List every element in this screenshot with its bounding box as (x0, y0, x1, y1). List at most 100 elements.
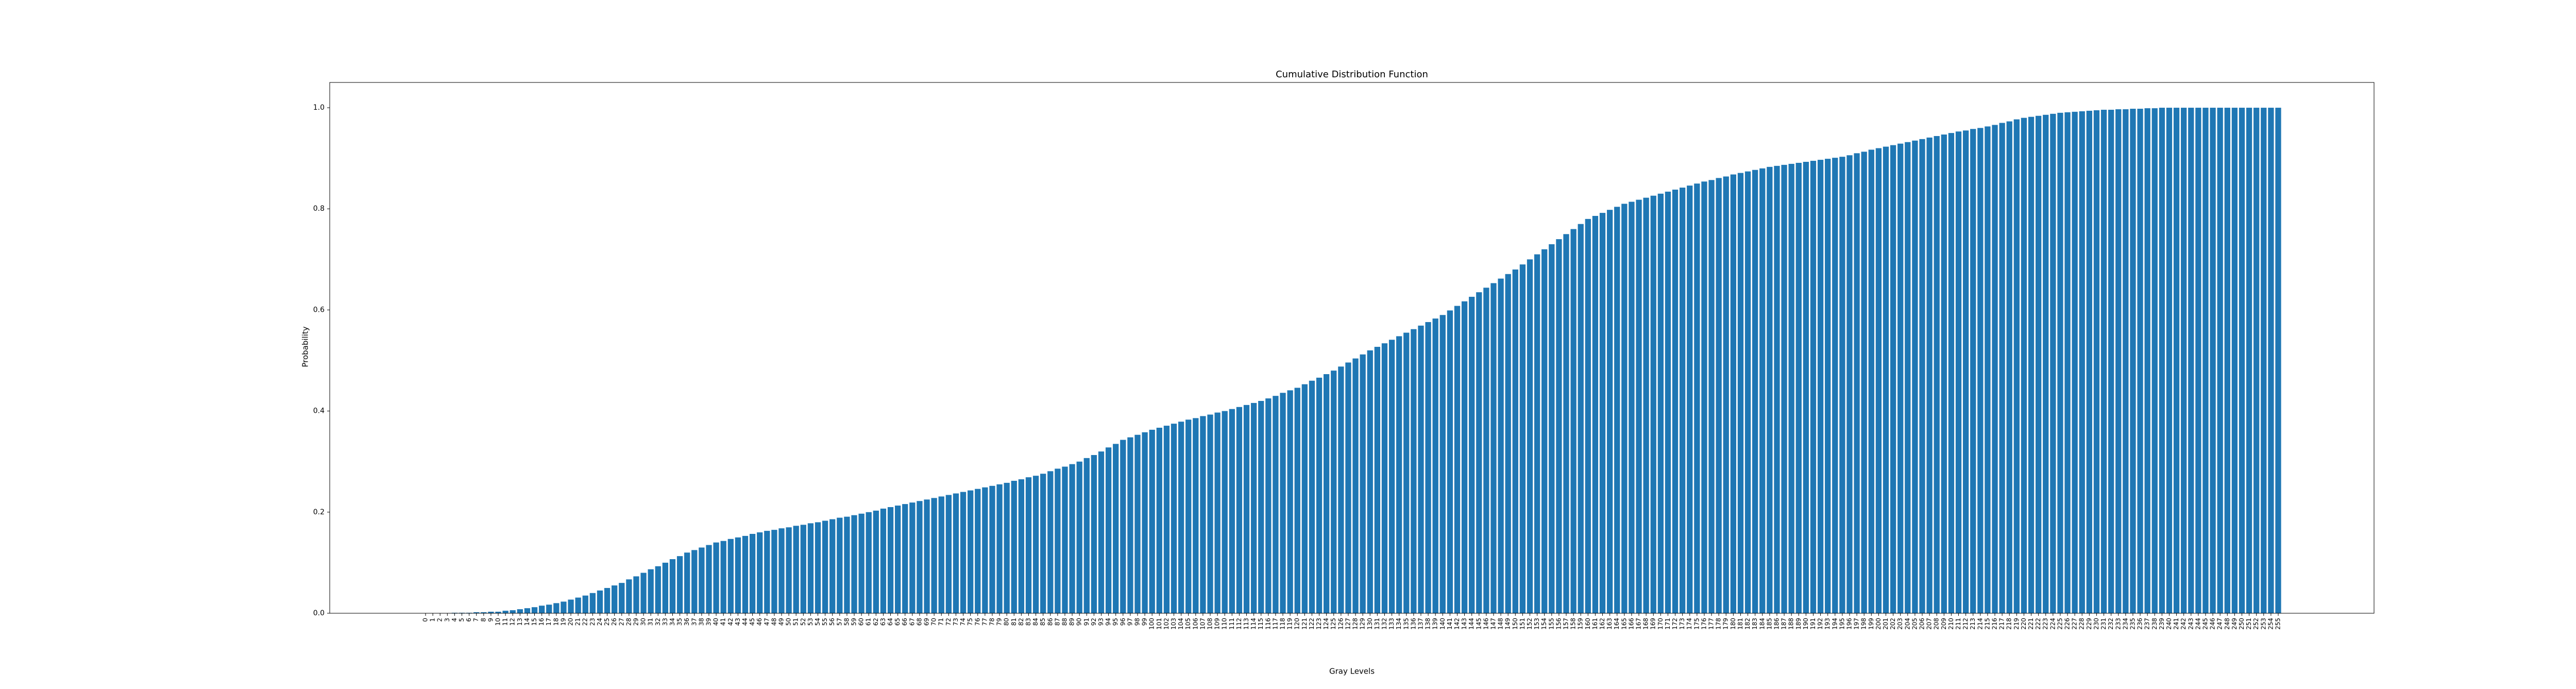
bar (2130, 109, 2136, 613)
bar (2224, 108, 2230, 614)
bar (1629, 201, 1635, 613)
x-tick-label: 98 (1133, 618, 1141, 626)
bar (924, 499, 930, 613)
bar (851, 515, 857, 613)
y-tick-label: 0.8 (313, 205, 325, 213)
x-tick-label: 157 (1563, 618, 1570, 630)
x-tick-label: 43 (734, 618, 741, 626)
bar (2151, 108, 2158, 613)
x-tick-label: 81 (1010, 618, 1018, 626)
bar (1432, 318, 1438, 613)
x-tick-label: 127 (1344, 618, 1351, 630)
bar (2115, 109, 2122, 613)
x-tick-label: 0 (422, 618, 429, 622)
x-tick-label: 88 (1061, 618, 1068, 626)
x-tick-label: 105 (1184, 618, 1192, 630)
bar (568, 599, 574, 613)
x-tick-label: 175 (1693, 618, 1700, 630)
x-tick-label: 169 (1650, 618, 1657, 630)
bar (1127, 437, 1133, 613)
bar (1701, 181, 1707, 613)
x-tick-label: 221 (2027, 618, 2035, 630)
x-tick-label: 148 (1497, 618, 1504, 630)
bar (1592, 215, 1599, 613)
bar (1534, 254, 1540, 613)
bar (2108, 109, 2114, 613)
x-tick-label: 56 (828, 618, 836, 626)
x-tick-label: 61 (865, 618, 872, 626)
bar (1149, 429, 1155, 613)
x-tick-label: 134 (1395, 618, 1402, 630)
x-tick-label: 238 (2151, 618, 2158, 630)
bar (1345, 362, 1351, 613)
x-tick-label: 228 (2078, 618, 2086, 630)
x-tick-label: 22 (582, 618, 589, 626)
x-tick-label: 16 (538, 618, 545, 626)
bar (938, 496, 944, 613)
bar (1883, 146, 1889, 614)
bar (1875, 148, 1882, 613)
x-tick-label: 12 (509, 618, 516, 626)
bar (880, 508, 887, 613)
x-tick-label: 246 (2209, 618, 2216, 630)
bar (866, 512, 872, 613)
bar (1229, 409, 1235, 613)
x-tick-label: 211 (1955, 618, 1962, 630)
x-tick-label: 254 (2267, 618, 2274, 630)
bar (1454, 306, 1461, 613)
x-tick-label: 158 (1570, 618, 1577, 630)
x-tick-label: 36 (683, 618, 690, 626)
x-tick-label: 155 (1548, 618, 1555, 630)
bar (1730, 174, 1736, 613)
bar (2043, 114, 2049, 613)
bar (2275, 108, 2281, 614)
x-tick-label: 176 (1700, 618, 1707, 630)
x-tick-label: 41 (720, 618, 727, 626)
x-tick-label: 87 (1054, 618, 1061, 626)
bar (2253, 108, 2260, 614)
bar (1047, 471, 1054, 613)
x-tick-label: 46 (756, 618, 763, 626)
bar (953, 493, 959, 613)
x-tick-label: 62 (872, 618, 879, 626)
x-tick-label: 153 (1533, 618, 1540, 630)
bar (1563, 234, 1569, 613)
x-tick-label: 184 (1758, 618, 1766, 630)
bar (1178, 422, 1184, 613)
bar (1294, 388, 1300, 613)
x-tick-label: 240 (2165, 618, 2173, 630)
x-tick-label: 152 (1526, 618, 1533, 630)
bar (960, 492, 967, 613)
bar (2035, 115, 2042, 613)
x-tick-label: 182 (1744, 618, 1751, 630)
bar (1643, 197, 1649, 614)
x-tick-label: 58 (843, 618, 850, 626)
bar (1788, 163, 1794, 613)
x-tick-label: 130 (1366, 618, 1374, 630)
x-tick-label: 89 (1069, 618, 1076, 626)
x-tick-label: 124 (1323, 618, 1330, 630)
x-tick-label: 37 (690, 618, 698, 626)
bar (517, 609, 523, 613)
x-tick-label: 63 (879, 618, 887, 626)
x-tick-label: 122 (1308, 618, 1315, 630)
bar (1461, 301, 1468, 613)
x-tick-label: 80 (1003, 618, 1010, 626)
bar (2064, 112, 2071, 613)
bar (691, 550, 698, 613)
bar (481, 612, 487, 613)
bar (1832, 158, 1838, 614)
bar (1193, 418, 1199, 613)
x-tick-label: 49 (777, 618, 785, 626)
bar (800, 525, 806, 613)
x-tick-label: 160 (1584, 618, 1591, 630)
bar (2217, 108, 2223, 614)
x-tick-label: 14 (523, 618, 531, 626)
bar (1222, 411, 1228, 613)
bar (1309, 380, 1315, 613)
x-tick-label: 173 (1679, 618, 1686, 630)
x-tick-label: 48 (770, 618, 777, 626)
bar (2202, 108, 2209, 614)
bar (538, 606, 545, 613)
bar (887, 507, 894, 613)
